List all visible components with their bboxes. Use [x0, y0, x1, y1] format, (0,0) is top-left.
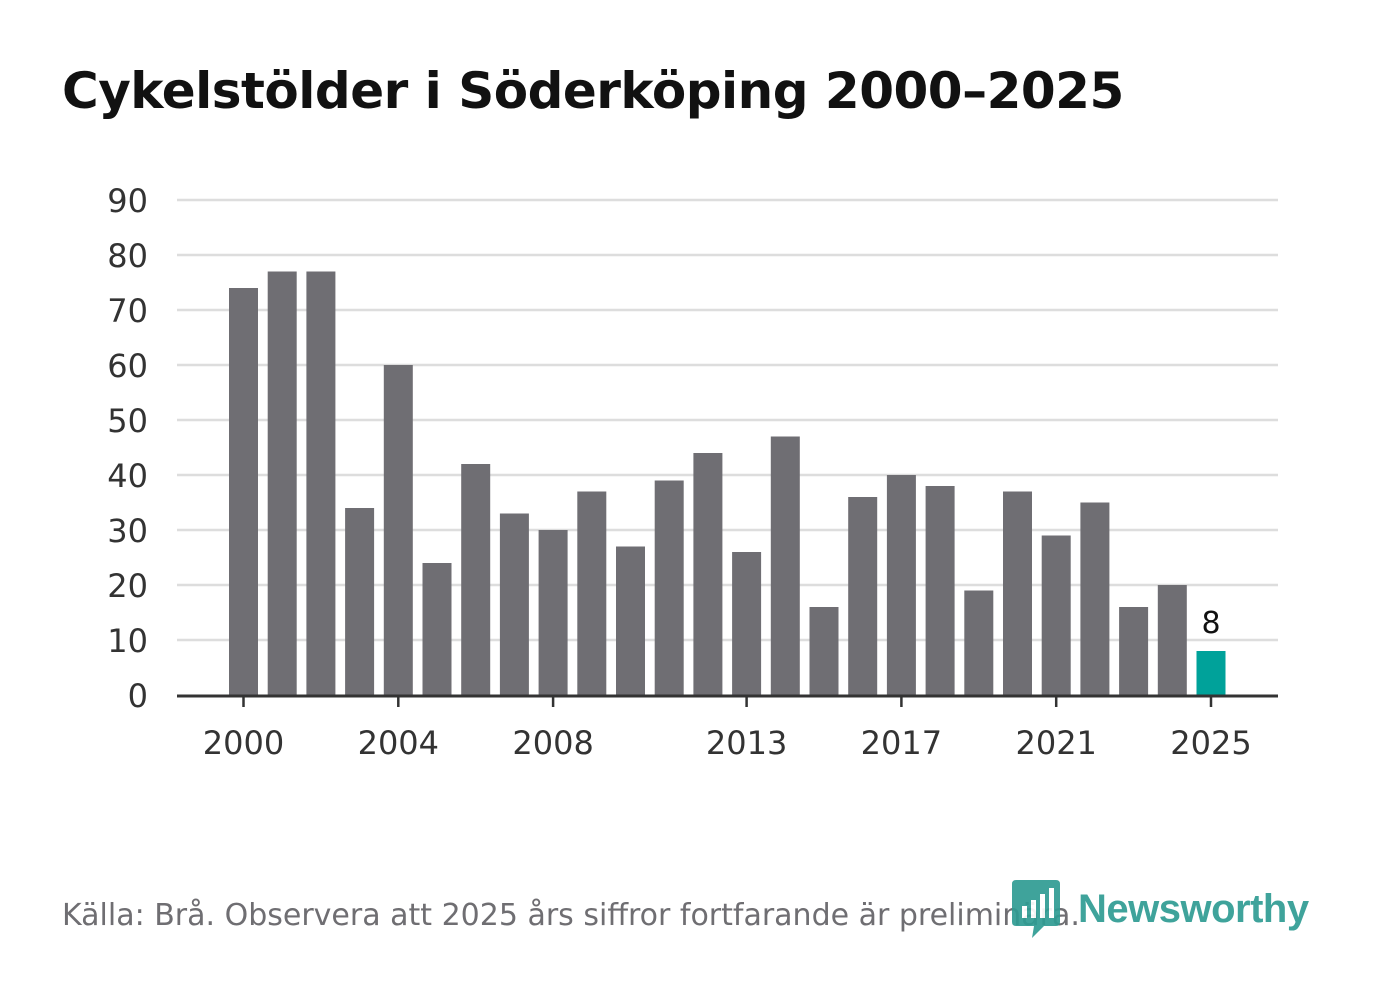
bar-2009 [577, 491, 607, 695]
bar-2025 [1196, 651, 1226, 695]
bars [229, 271, 1226, 695]
bar-2018 [925, 486, 955, 695]
x-tick-label: 2021 [1015, 724, 1096, 762]
x-tick-label: 2025 [1170, 724, 1251, 762]
bar-2002 [306, 271, 336, 695]
bar-2005 [422, 563, 452, 695]
data-labels: 8 [1201, 606, 1220, 641]
brand-name: Newsworthy [1078, 886, 1309, 931]
data-label-2025: 8 [1201, 606, 1220, 641]
bar-2021 [1041, 535, 1071, 695]
newsworthy-logo-icon [1012, 880, 1060, 938]
bar-2017 [886, 475, 916, 695]
bar-2020 [1003, 491, 1032, 695]
bar-2014 [770, 436, 800, 695]
bar-2003 [345, 508, 375, 695]
bar-2019 [964, 590, 994, 695]
bar-2004 [383, 365, 413, 695]
bar-2013 [732, 552, 762, 695]
bar-2012 [693, 453, 723, 695]
x-axis-ticks: 2000 2004 2008 2013 2017 2021 2025 [203, 697, 1252, 762]
bar-2023 [1119, 607, 1149, 695]
y-tick-label: 10 [107, 622, 148, 660]
x-tick-label: 2013 [706, 724, 787, 762]
y-tick-label: 30 [107, 512, 148, 550]
y-axis-ticks: 0 10 20 30 40 50 60 70 80 90 [107, 182, 148, 715]
bar-2015 [809, 607, 839, 695]
x-tick-label: 2000 [203, 724, 284, 762]
bar-2010 [616, 546, 645, 695]
y-tick-label: 40 [107, 457, 148, 495]
bar-2007 [499, 513, 529, 695]
x-tick-label: 2017 [861, 724, 942, 762]
y-tick-label: 20 [107, 567, 148, 605]
bar-2011 [654, 480, 684, 695]
bar-2001 [267, 271, 297, 695]
bar-2024 [1157, 585, 1187, 695]
bar-2016 [848, 497, 878, 695]
bar-2006 [461, 464, 491, 695]
y-tick-label: 70 [107, 292, 148, 330]
bar-2000 [229, 288, 258, 695]
bar-2008 [538, 530, 568, 695]
x-tick-label: 2004 [358, 724, 439, 762]
y-tick-label: 60 [107, 347, 148, 385]
x-tick-label: 2008 [512, 724, 593, 762]
chart-title: Cykelstölder i Söderköping 2000–2025 [62, 62, 1124, 120]
y-tick-label: 0 [128, 677, 148, 715]
source-note: Källa: Brå. Observera att 2025 års siffr… [62, 898, 1080, 933]
y-tick-label: 50 [107, 402, 148, 440]
bar-2022 [1080, 502, 1110, 695]
y-tick-label: 80 [107, 237, 148, 275]
y-tick-label: 90 [107, 182, 148, 220]
gridlines [177, 198, 1278, 642]
newsworthy-logo[interactable]: Newsworthy [1010, 878, 1309, 940]
